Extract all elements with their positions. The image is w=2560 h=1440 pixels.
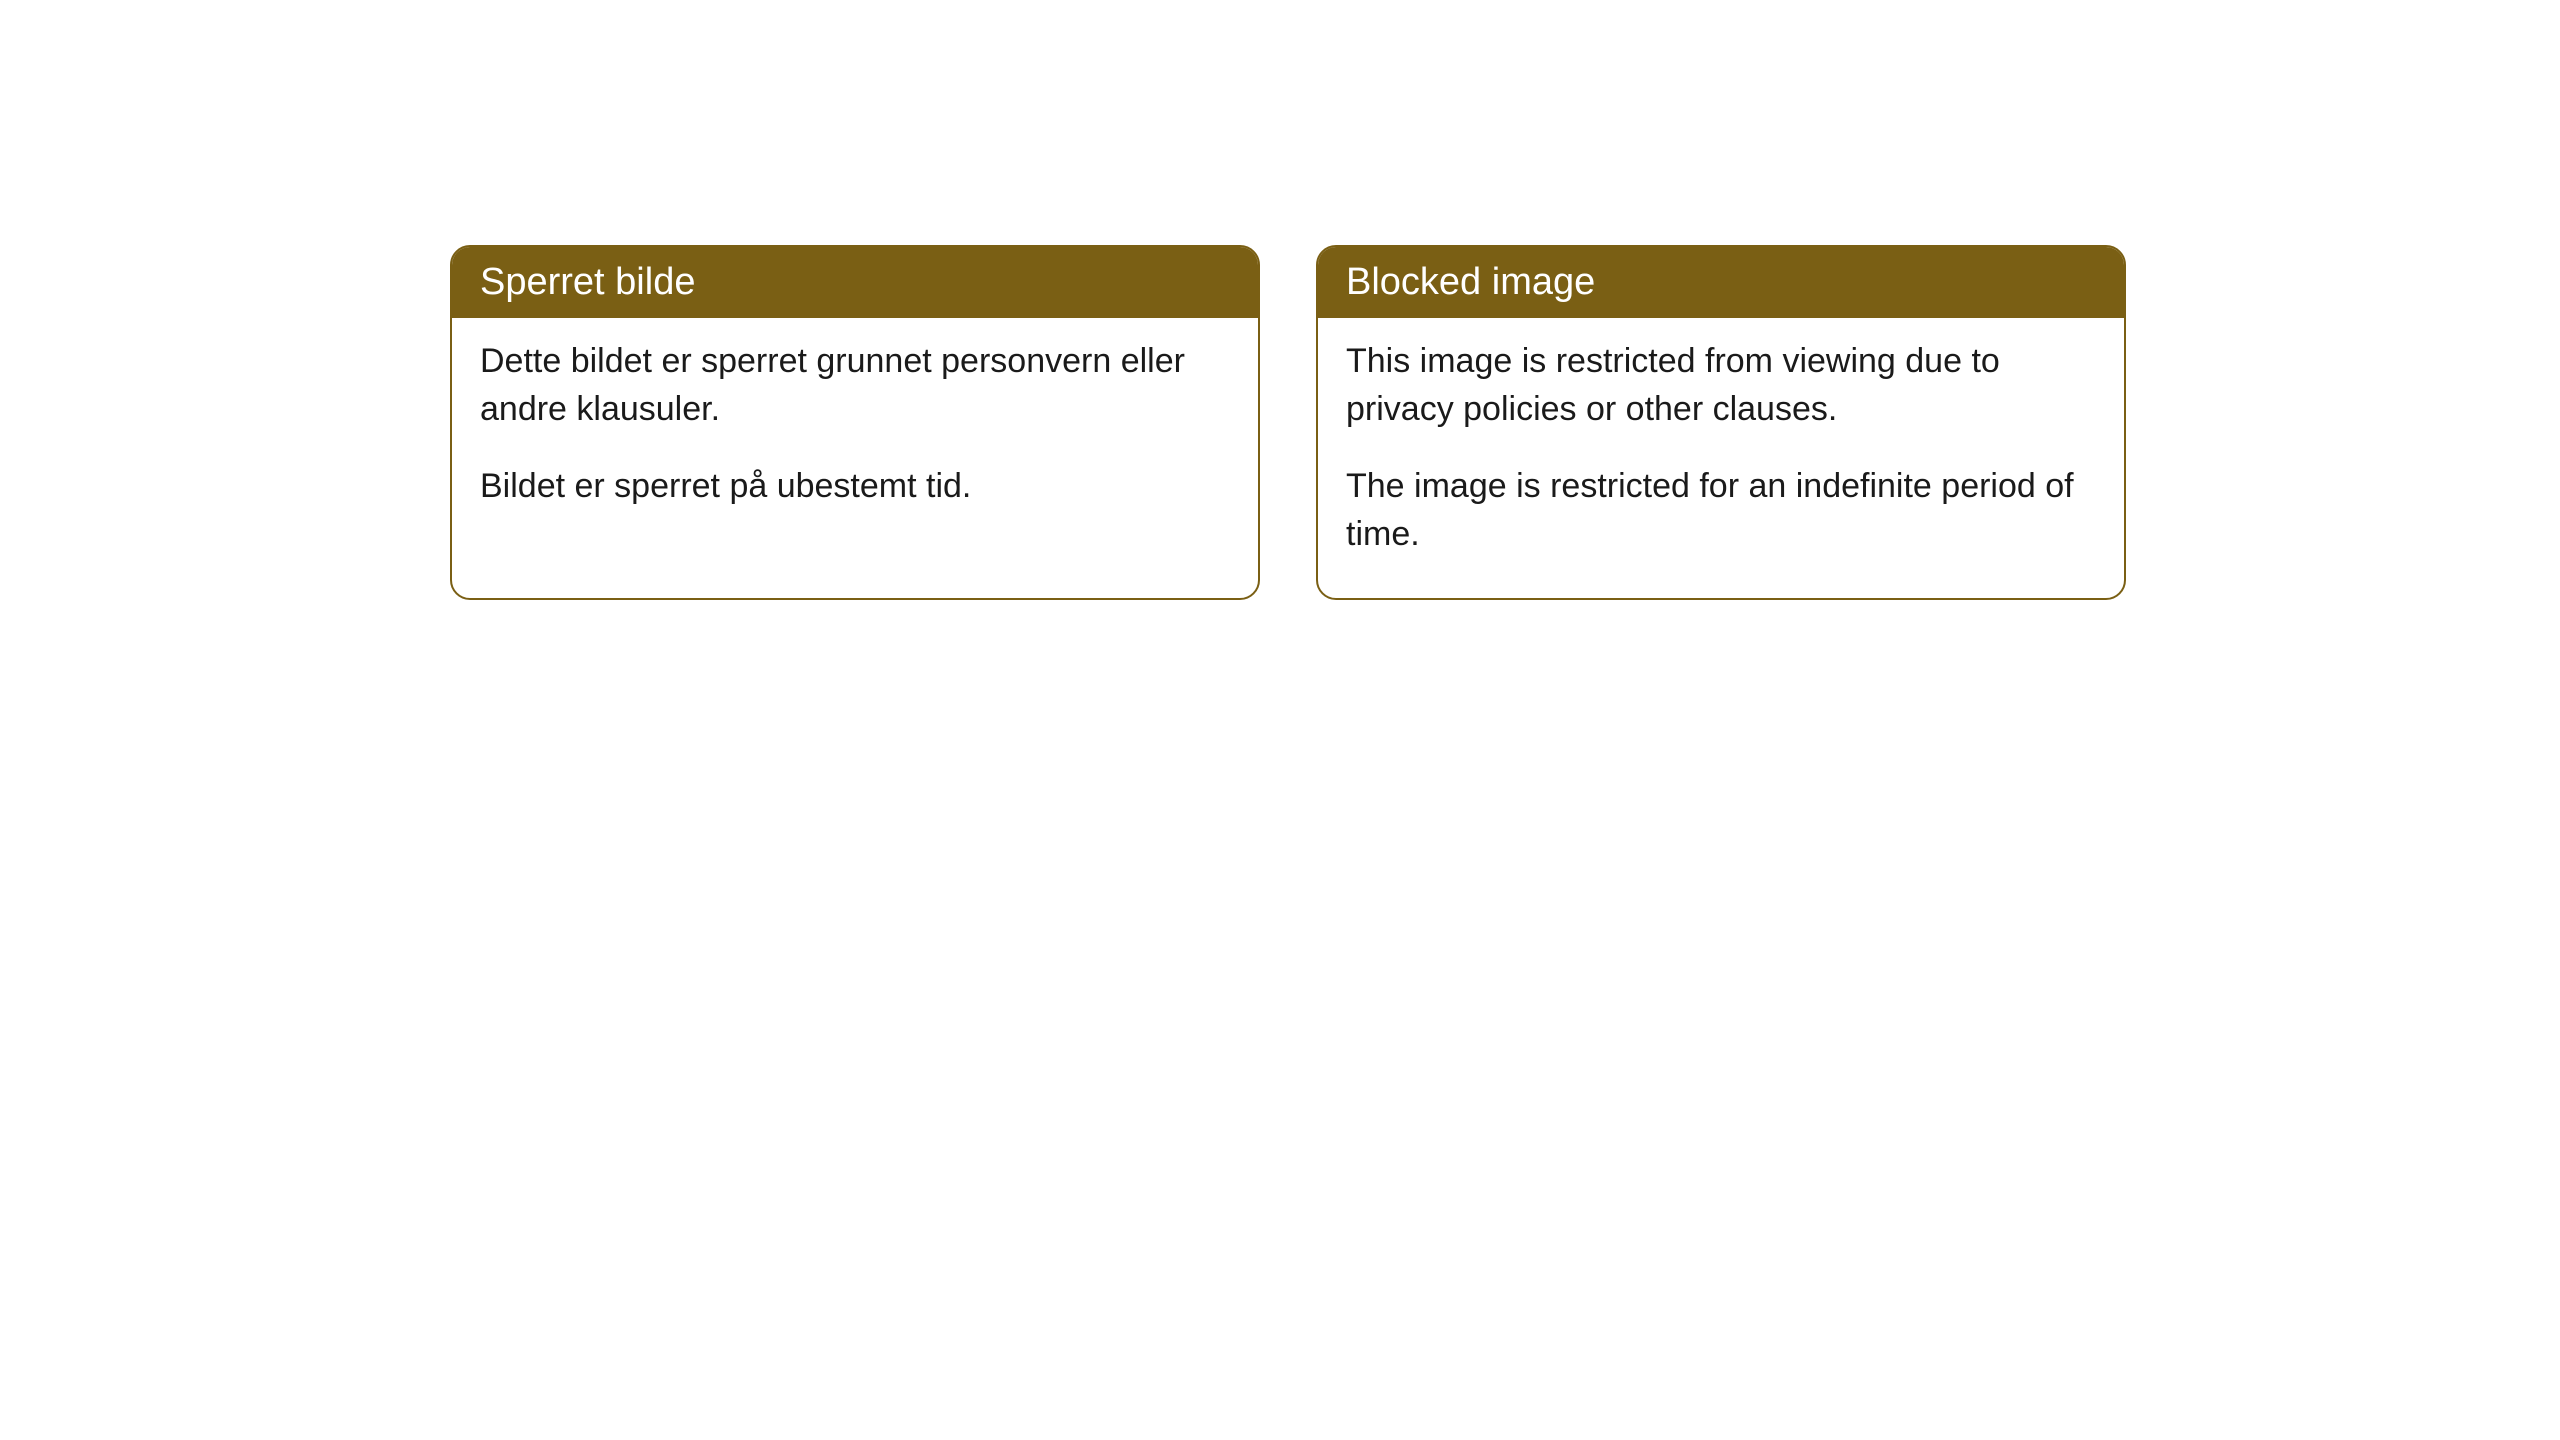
card-body-english: This image is restricted from viewing du… bbox=[1318, 318, 2124, 598]
card-paragraph-2: The image is restricted for an indefinit… bbox=[1346, 463, 2096, 558]
card-paragraph-2: Bildet er sperret på ubestemt tid. bbox=[480, 463, 1230, 511]
card-paragraph-1: This image is restricted from viewing du… bbox=[1346, 338, 2096, 433]
cards-container: Sperret bilde Dette bildet er sperret gr… bbox=[450, 245, 2126, 600]
card-body-norwegian: Dette bildet er sperret grunnet personve… bbox=[452, 318, 1258, 551]
card-paragraph-1: Dette bildet er sperret grunnet personve… bbox=[480, 338, 1230, 433]
card-title: Blocked image bbox=[1346, 261, 1595, 303]
card-title: Sperret bilde bbox=[480, 261, 695, 303]
card-norwegian: Sperret bilde Dette bildet er sperret gr… bbox=[450, 245, 1260, 600]
card-header-norwegian: Sperret bilde bbox=[452, 247, 1258, 318]
card-header-english: Blocked image bbox=[1318, 247, 2124, 318]
card-english: Blocked image This image is restricted f… bbox=[1316, 245, 2126, 600]
